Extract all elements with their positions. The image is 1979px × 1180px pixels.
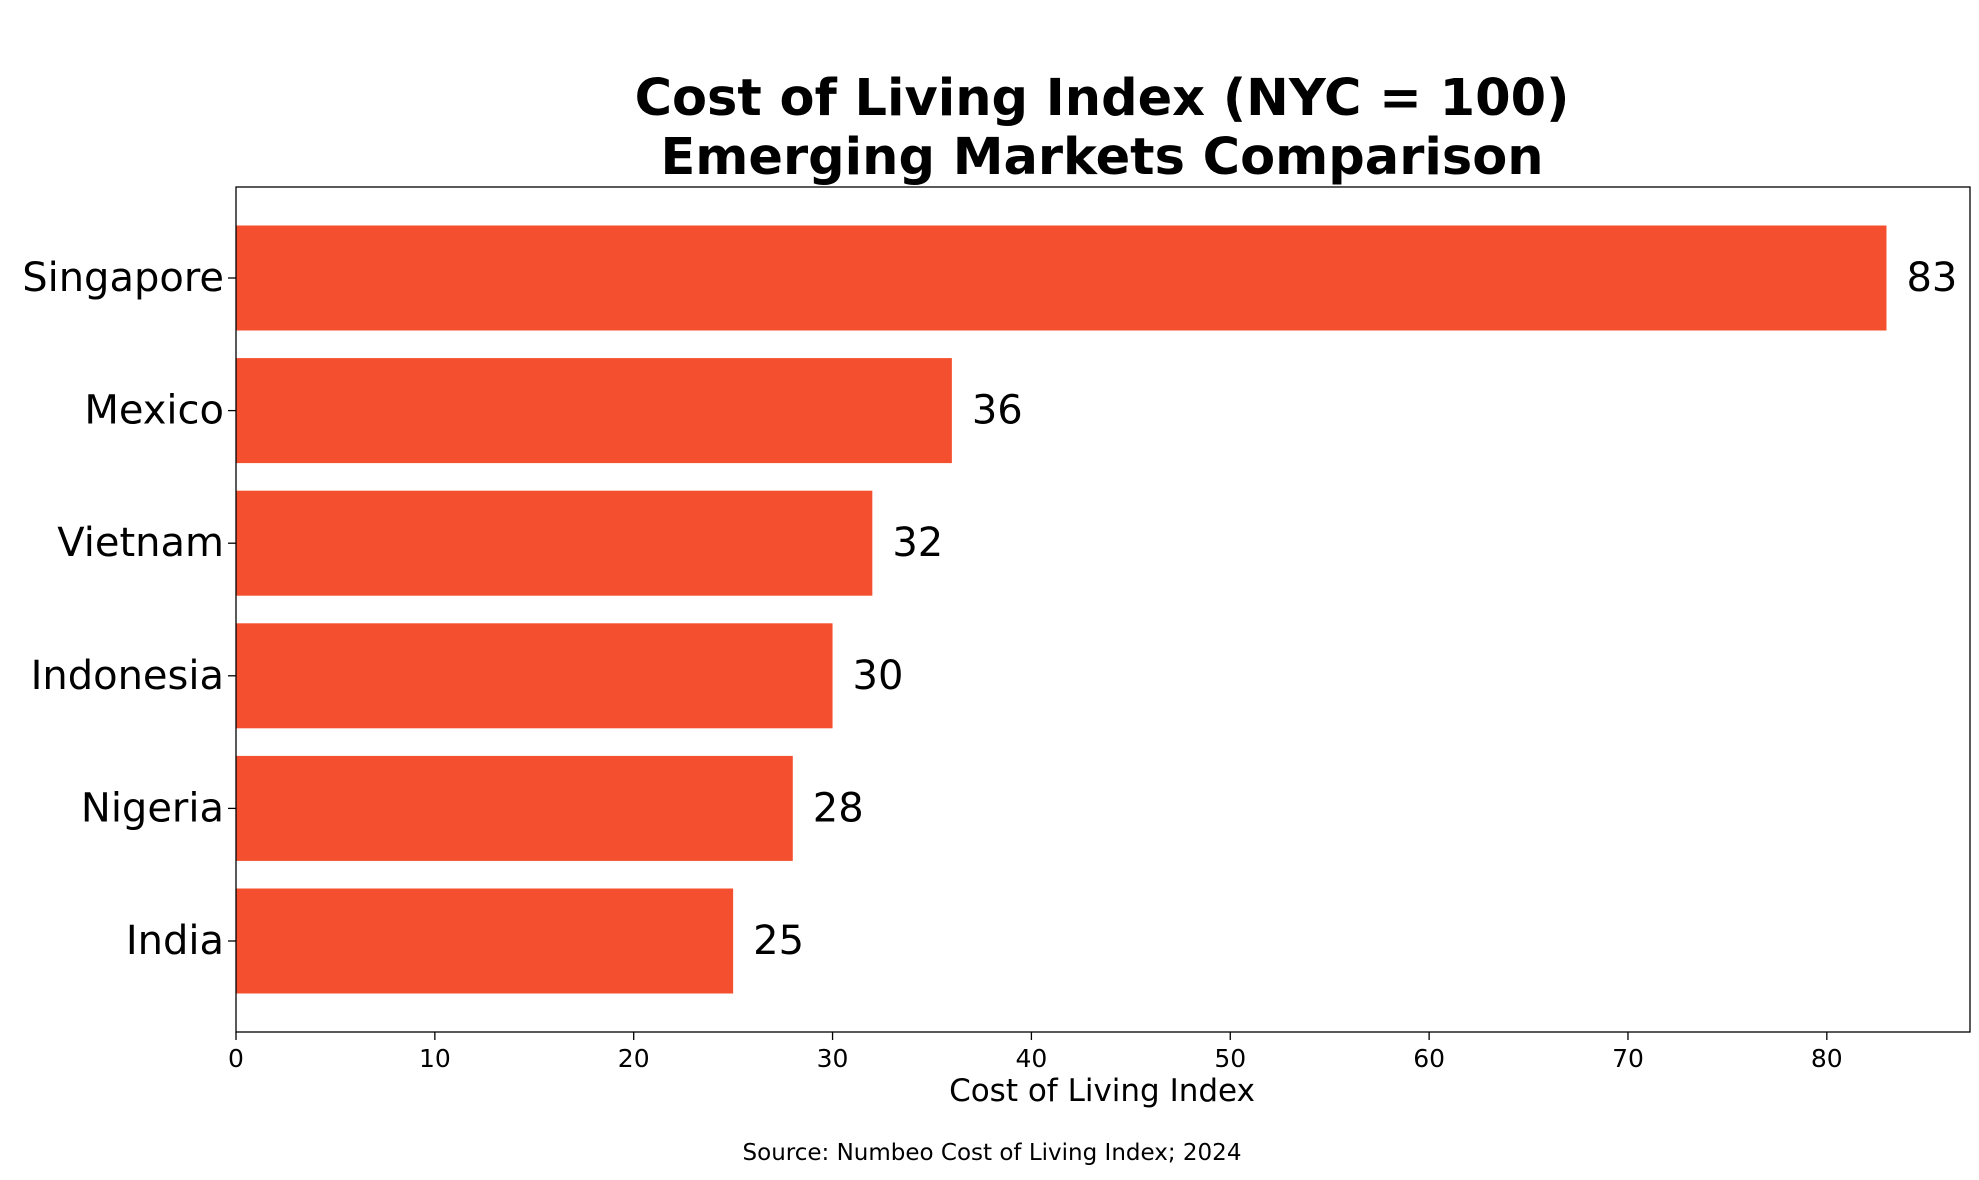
category-labels-group: Singapore Mexico Vietnam Indonesia Nigeria In…: [22, 255, 236, 964]
x-axis-ticks-group: 0 10 20 30 40 50 60 70 80: [228, 1032, 1843, 1073]
category-label-vietnam: Vietnam: [57, 520, 224, 566]
x-axis-label: Cost of Living Index: [949, 1073, 1255, 1109]
x-tick-label: 10: [419, 1044, 451, 1073]
data-label-nigeria: 28: [813, 785, 864, 831]
category-label-singapore: Singapore: [22, 255, 224, 301]
x-tick-label: 0: [228, 1044, 244, 1073]
chart-title: Cost of Living Index (NYC = 100): [635, 69, 1570, 128]
data-labels-group: 83 36 32 30 28 25: [753, 255, 1957, 964]
data-label-singapore: 83: [1906, 255, 1957, 301]
category-label-mexico: Mexico: [84, 388, 224, 434]
bars-group: [236, 225, 1887, 994]
plot-frame: [235, 186, 1971, 1033]
x-tick-label: 60: [1413, 1044, 1445, 1073]
category-label-indonesia: Indonesia: [31, 653, 224, 699]
category-label-nigeria: Nigeria: [81, 785, 224, 831]
x-tick-label: 70: [1612, 1044, 1644, 1073]
x-tick-label: 20: [618, 1044, 650, 1073]
bar-nigeria: [236, 755, 793, 861]
bar-india: [236, 888, 734, 994]
source-note: Source: Numbeo Cost of Living Index; 202…: [743, 1140, 1242, 1166]
data-label-indonesia: 30: [853, 653, 904, 699]
x-tick-label: 30: [817, 1044, 849, 1073]
data-label-mexico: 36: [972, 388, 1023, 434]
bar-singapore: [236, 225, 1887, 331]
x-tick-label: 50: [1214, 1044, 1246, 1073]
chart-subtitle: Emerging Markets Comparison: [660, 128, 1543, 187]
data-label-vietnam: 32: [892, 520, 943, 566]
bar-vietnam: [236, 490, 873, 596]
x-tick-label: 40: [1016, 1044, 1048, 1073]
x-tick-label: 80: [1811, 1044, 1843, 1073]
bar-mexico: [236, 358, 952, 464]
bar-indonesia: [236, 623, 833, 729]
category-label-india: India: [126, 918, 224, 964]
data-label-india: 25: [753, 918, 804, 964]
